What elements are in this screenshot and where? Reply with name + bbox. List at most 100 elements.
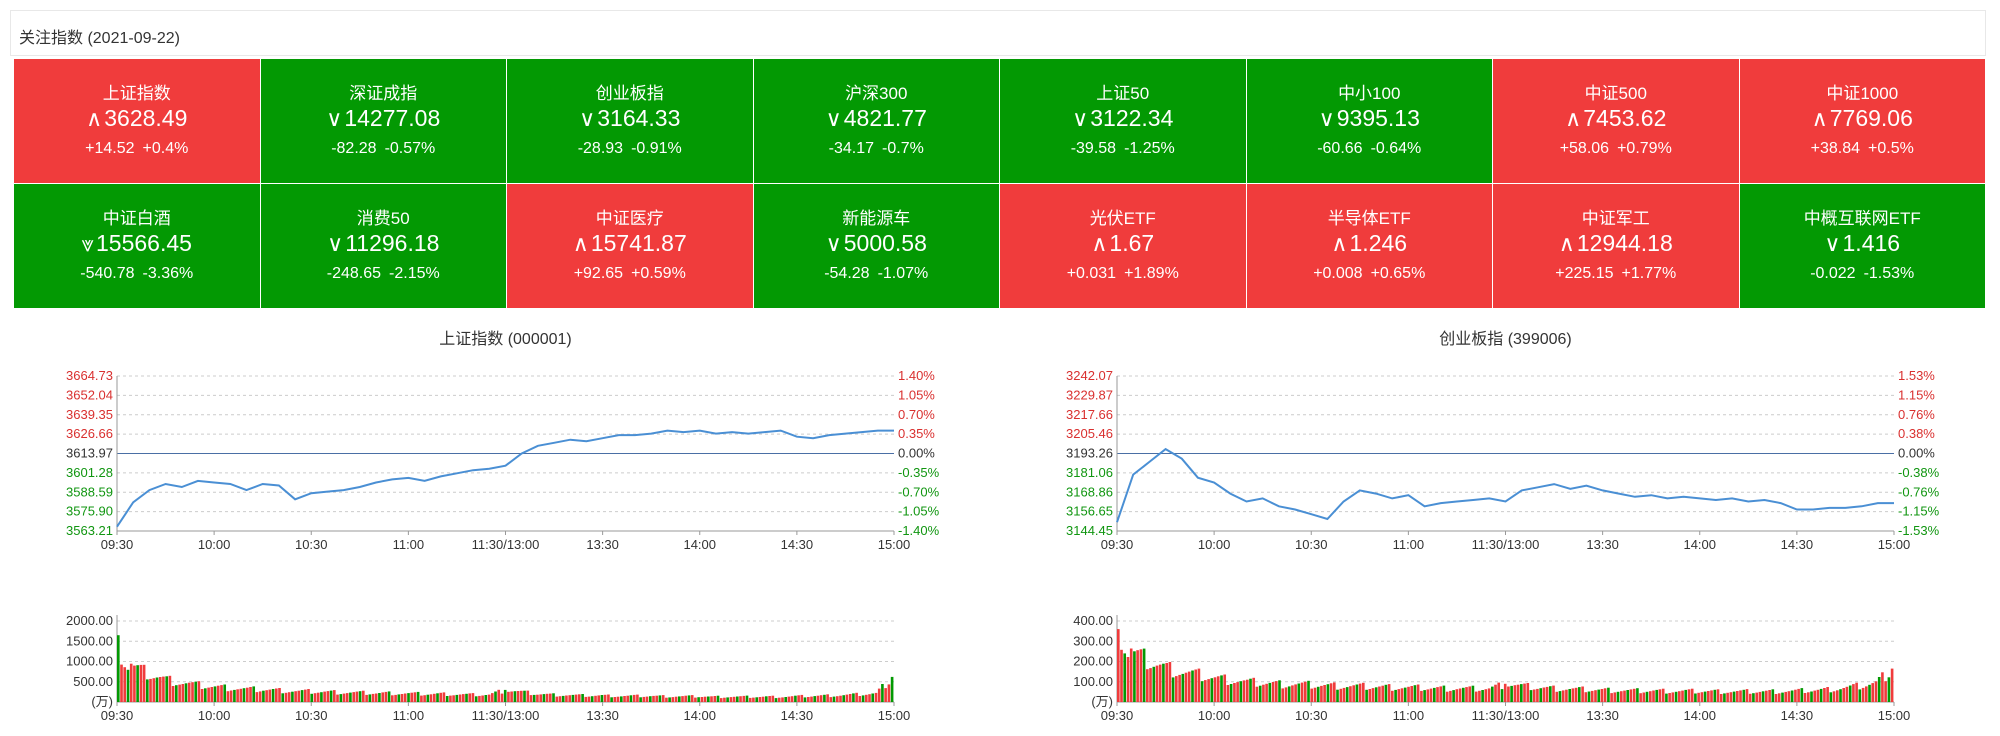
volume-bar [349,692,352,702]
tile-price: ∨14277.08 [261,105,507,132]
volume-bar [1542,687,1546,702]
index-tile[interactable]: 中证白酒 ⩔15566.45 -540.78 -3.36% [14,184,260,308]
tile-change-percent: -1.07% [877,265,929,282]
volume-bar [1845,686,1849,702]
volume-bar [797,695,800,702]
index-tile[interactable]: 中证500 ∧7453.62 +58.06 +0.79% [1493,59,1739,183]
tile-change: -39.58 -1.25% [1000,140,1246,158]
volume-bar [494,691,497,702]
volume-bar [603,694,607,702]
volume-bar [275,688,278,702]
x-tick-label: 11:30/13:00 [1472,708,1540,723]
volume-bar [200,689,204,702]
arrow-up-icon: ∧ [1331,232,1348,257]
tile-change: -54.28 -1.07% [754,265,1000,283]
volume-bar [590,696,594,702]
tile-change-percent: +0.65% [1370,265,1426,282]
volume-bar [213,686,217,702]
y-tick-label-left: 3563.21 [66,523,113,538]
volume-bar [1384,684,1388,702]
volume-bar [336,694,339,702]
volume-bar [1739,690,1742,702]
volume-bar [1449,690,1452,702]
y-tick-label-right: -1.53% [1898,523,1940,538]
volume-bar [1281,688,1285,702]
arrow-down-icon: ∨ [1824,232,1841,257]
volume-bar [1204,680,1207,702]
volume-bar [771,695,775,702]
index-tile[interactable]: 中证军工 ∧12944.18 +225.15 +1.77% [1493,184,1739,308]
index-tile[interactable]: 沪深300 ∨4821.77 -34.17 -0.7% [753,59,999,183]
volume-bar [1146,669,1149,702]
volume-bar [855,692,858,702]
y-tick-label-left: 3575.90 [66,504,113,519]
index-tile[interactable]: 新能源车 ∨5000.58 -54.28 -1.07% [753,184,1000,308]
index-tile[interactable]: 光伏ETF ∧1.67 +0.031 +1.89% [1000,184,1246,308]
volume-bar [1265,683,1268,702]
volume-bar [268,689,272,702]
volume-bar [1194,669,1198,702]
index-tile[interactable]: 中概互联网ETF ∨1.416 -0.022 -1.53% [1739,184,1985,308]
index-tile[interactable]: 上证50 ∨3122.34 -39.58 -1.25% [1000,59,1246,183]
tile-change-value: -0.022 [1810,265,1856,282]
volume-bar [810,696,813,702]
volume-bar [1471,685,1475,702]
volume-bar [1468,686,1472,702]
volume-bar [842,695,846,702]
volume-bar [300,690,304,702]
volume-bar [413,692,417,702]
volume-bar [1342,687,1346,702]
x-tick-label: 10:30 [295,537,328,552]
volume-bar [229,690,233,702]
volume-bar [1481,690,1484,702]
volume-bar [1439,686,1443,702]
volume-bar [1410,686,1414,702]
volume-bar [429,694,433,702]
y-tick-label-right: 1.40% [898,368,935,383]
volume-bar [458,694,462,702]
volume-bar [1129,648,1133,702]
volume-bar [665,697,668,702]
volume-bar [839,695,842,702]
y-tick-label-left: 3613.97 [66,446,113,461]
volume-bar [852,693,855,702]
index-tile[interactable]: 消费50 ∨11296.18 -248.65 -2.15% [260,184,506,308]
x-tick-label: 11:00 [393,537,425,552]
x-tick-label: 11:30/13:00 [472,708,540,723]
volume-bar [136,665,139,702]
tile-change: +0.008 +0.65% [1247,265,1493,283]
tile-price-value: 9395.13 [1336,105,1420,131]
index-tile[interactable]: 深证成指 ∨14277.08 -82.28 -0.57% [260,59,507,183]
index-tile[interactable]: 中小100 ∨9395.13 -60.66 -0.64% [1246,59,1492,183]
volume-bar [181,684,185,702]
volume-bar [1333,682,1336,702]
volume-bar [1423,690,1426,702]
arrow-up-icon: ∧ [1558,232,1575,257]
volume-bar [1584,692,1588,702]
index-tile[interactable]: 半导体ETF ∧1.246 +0.008 +0.65% [1246,184,1493,308]
index-tile[interactable]: 中证1000 ∧7769.06 +38.84 +0.5% [1739,59,1985,183]
volume-bar [1123,653,1127,702]
volume-bar [1655,689,1659,702]
index-tile[interactable]: 中证医疗 ∧15741.87 +92.65 +0.59% [507,184,753,308]
volume-bar [1326,684,1330,702]
volume-bar [1607,687,1610,702]
volume-bar [1742,689,1746,702]
y-tick-label-right: -0.35% [898,465,940,480]
volume-bar [600,695,604,702]
volume-bar [1871,683,1875,702]
volume-bar [1300,682,1304,702]
volume-bar [384,691,388,702]
volume-bar [1445,691,1449,702]
volume-bar [329,690,333,702]
index-tile[interactable]: 创业板指 ∨3164.33 -28.93 -0.91% [507,59,753,183]
volume-bar [345,693,349,702]
volume-bar [652,695,655,702]
index-tile[interactable]: 上证指数 ∧3628.49 +14.52 +0.4% [14,59,260,183]
volume-bar [1323,685,1326,702]
arrow-down-icon: ∨ [579,107,596,132]
volume-bar [539,694,543,702]
double-arrow-down-icon: ⩔ [81,232,94,257]
volume-bar [407,693,410,702]
volume-bar [358,691,362,702]
